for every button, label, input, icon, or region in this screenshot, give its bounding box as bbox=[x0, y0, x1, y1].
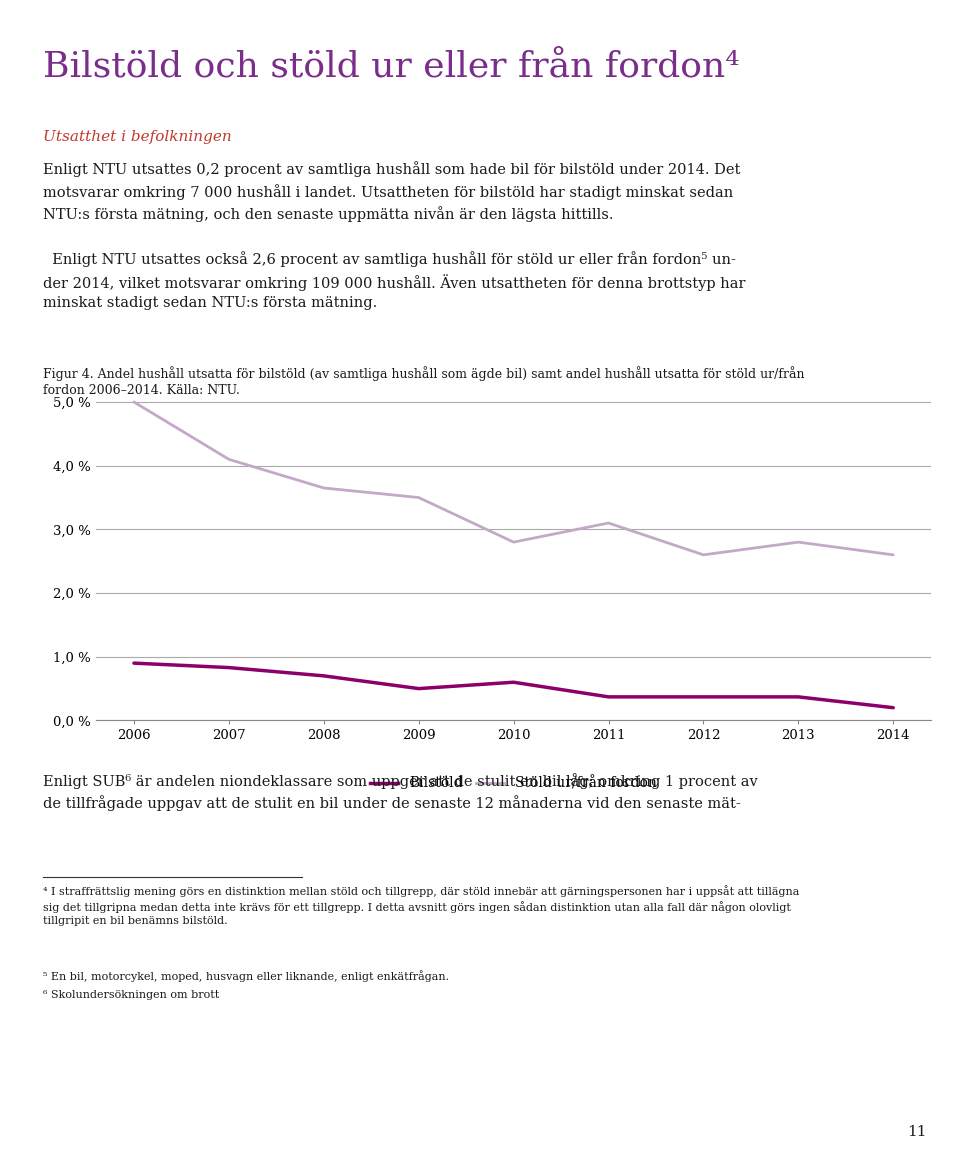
Text: Utsatthet i befolkningen: Utsatthet i befolkningen bbox=[43, 130, 232, 144]
Text: Enligt NTU utsattes också 2,6 procent av samtliga hushåll för stöld ur eller frå: Enligt NTU utsattes också 2,6 procent av… bbox=[43, 251, 746, 310]
Legend: Bilstöld, Stöld ur/från fordon: Bilstöld, Stöld ur/från fordon bbox=[365, 770, 662, 796]
Text: Enligt SUB⁶ är andelen niondeklassare som uppger att de stulit en bil låg; omkri: Enligt SUB⁶ är andelen niondeklassare so… bbox=[43, 773, 758, 811]
Text: ⁴ I straffrättslig mening görs en distinktion mellan stöld och tillgrepp, där st: ⁴ I straffrättslig mening görs en distin… bbox=[43, 885, 800, 926]
Text: ⁶ Skolundersökningen om brott: ⁶ Skolundersökningen om brott bbox=[43, 990, 220, 1000]
Text: ⁵ En bil, motorcykel, moped, husvagn eller liknande, enligt enkätfrågan.: ⁵ En bil, motorcykel, moped, husvagn ell… bbox=[43, 970, 449, 982]
Text: Bilstöld och stöld ur eller från fordon⁴: Bilstöld och stöld ur eller från fordon⁴ bbox=[43, 50, 740, 84]
Text: Figur 4. Andel hushåll utsatta för bilstöld (av samtliga hushåll som ägde bil) s: Figur 4. Andel hushåll utsatta för bilst… bbox=[43, 366, 804, 397]
Text: 11: 11 bbox=[907, 1125, 926, 1139]
Text: Enligt NTU utsattes 0,2 procent av samtliga hushåll som hade bil för bilstöld un: Enligt NTU utsattes 0,2 procent av samtl… bbox=[43, 162, 740, 222]
